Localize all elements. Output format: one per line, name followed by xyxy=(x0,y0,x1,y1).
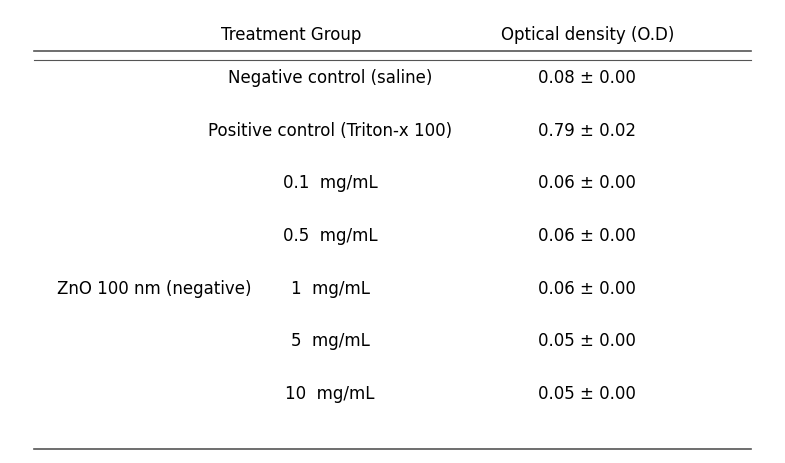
Text: 0.06 ± 0.00: 0.06 ± 0.00 xyxy=(539,280,637,298)
Text: 0.06 ± 0.00: 0.06 ± 0.00 xyxy=(539,227,637,245)
Text: ZnO 100 nm (negative): ZnO 100 nm (negative) xyxy=(57,280,252,298)
Text: 0.05 ± 0.00: 0.05 ± 0.00 xyxy=(539,385,637,403)
Text: 0.79 ± 0.02: 0.79 ± 0.02 xyxy=(539,122,637,140)
Text: 5  mg/mL: 5 mg/mL xyxy=(290,332,370,350)
Text: 0.06 ± 0.00: 0.06 ± 0.00 xyxy=(539,175,637,193)
Text: 1  mg/mL: 1 mg/mL xyxy=(290,280,370,298)
Text: 10  mg/mL: 10 mg/mL xyxy=(286,385,375,403)
Text: 0.05 ± 0.00: 0.05 ± 0.00 xyxy=(539,332,637,350)
Text: 0.1  mg/mL: 0.1 mg/mL xyxy=(283,175,378,193)
Text: Treatment Group: Treatment Group xyxy=(221,26,361,44)
Text: Negative control (saline): Negative control (saline) xyxy=(228,69,433,87)
Text: Optical density (O.D): Optical density (O.D) xyxy=(501,26,674,44)
Text: 0.5  mg/mL: 0.5 mg/mL xyxy=(283,227,378,245)
Text: 0.08 ± 0.00: 0.08 ± 0.00 xyxy=(539,69,637,87)
Text: Positive control (Triton-x 100): Positive control (Triton-x 100) xyxy=(208,122,452,140)
